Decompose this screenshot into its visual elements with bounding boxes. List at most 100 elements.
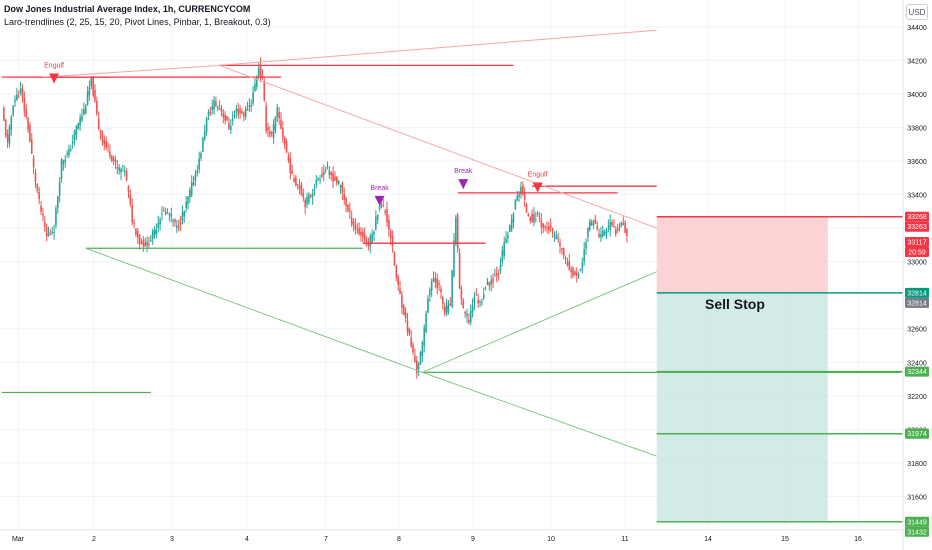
candle-body xyxy=(127,185,130,193)
candle-body xyxy=(345,198,347,207)
candle-body xyxy=(71,141,74,144)
candle-body xyxy=(36,183,39,192)
candles xyxy=(3,57,628,379)
candle-body xyxy=(123,170,126,172)
trendline-trend-upper[interactable] xyxy=(42,29,657,78)
candle-body xyxy=(598,233,600,238)
y-tick-label: 33400 xyxy=(907,193,927,200)
candle-body xyxy=(326,167,329,169)
candle-body xyxy=(194,173,197,181)
candle-body xyxy=(295,177,297,186)
price-label-bg xyxy=(905,428,929,439)
candle-body xyxy=(432,278,435,281)
break-marker-icon xyxy=(374,195,385,206)
x-tick-label: 11 xyxy=(621,536,628,543)
candle-body xyxy=(159,219,161,224)
candle-body xyxy=(53,231,55,233)
candle-body xyxy=(531,213,533,223)
candle-body xyxy=(600,234,602,238)
candle-body xyxy=(412,344,414,353)
break-marker-icon xyxy=(458,179,469,190)
candle-body xyxy=(29,124,31,142)
candle-body xyxy=(296,184,299,186)
candle-body xyxy=(389,230,392,239)
candle-body xyxy=(386,208,388,223)
candle-body xyxy=(308,194,310,203)
candle-body xyxy=(484,288,487,290)
candle-body xyxy=(114,160,117,162)
break-label: Break xyxy=(454,168,473,175)
candle-body xyxy=(220,109,223,112)
candle-body xyxy=(434,278,437,283)
candle-body xyxy=(414,355,416,363)
candle-body xyxy=(527,213,530,217)
candle-body xyxy=(375,216,377,229)
candle-body xyxy=(116,167,119,169)
candle-body xyxy=(548,226,550,231)
candle-body xyxy=(254,83,256,91)
x-tick-label: 9 xyxy=(471,536,475,543)
candle-body xyxy=(131,205,133,223)
indicator-legend[interactable]: Laro-trendlines (2, 25, 15, 20, Pivot Li… xyxy=(4,17,271,27)
candle-body xyxy=(216,106,219,108)
candle-body xyxy=(406,320,409,332)
candle-body xyxy=(499,264,502,272)
candle-body xyxy=(401,294,403,308)
candle-body xyxy=(330,172,333,176)
candle-body xyxy=(497,273,500,275)
candle-body xyxy=(447,302,450,312)
price-label-bg xyxy=(905,287,929,298)
candle-body xyxy=(151,230,154,240)
candle-body xyxy=(419,351,422,365)
candle-body xyxy=(101,133,104,142)
candle-body xyxy=(231,118,234,121)
candle-body xyxy=(376,215,379,220)
candle-body xyxy=(477,299,479,304)
candle-body xyxy=(49,233,52,235)
candle-body xyxy=(190,182,193,196)
candle-body xyxy=(107,146,109,148)
engulf-label: Engulf xyxy=(44,62,64,69)
candle-body xyxy=(349,209,351,212)
currency-button[interactable]: USD xyxy=(906,4,928,20)
candle-body xyxy=(315,179,318,185)
candle-body xyxy=(252,92,254,104)
candle-body xyxy=(163,209,165,212)
candle-body xyxy=(259,64,262,76)
candle-body xyxy=(185,202,187,209)
candle-body xyxy=(583,249,585,262)
candle-body xyxy=(382,206,385,208)
candle-body xyxy=(436,278,439,288)
candle-body xyxy=(592,223,595,225)
candle-body xyxy=(321,173,323,177)
candle-body xyxy=(352,221,355,226)
candle-body xyxy=(86,91,89,105)
trendline-trend-lower[interactable] xyxy=(85,247,657,457)
candle-body xyxy=(512,213,515,223)
candle-body xyxy=(358,227,360,234)
candle-body xyxy=(585,242,587,249)
candle-body xyxy=(482,294,485,299)
x-tick-label: 16 xyxy=(854,536,862,543)
candle-body xyxy=(479,301,481,303)
candle-body xyxy=(488,282,491,286)
trendline-trend-rising[interactable] xyxy=(422,271,657,373)
candle-body xyxy=(21,88,24,98)
candle-body xyxy=(90,76,93,87)
candle-body xyxy=(148,244,150,246)
candle-body xyxy=(464,311,466,314)
trendline-trend-down[interactable] xyxy=(219,64,657,229)
candle-body xyxy=(200,152,202,159)
candle-body xyxy=(533,214,535,223)
price-label: 31449 xyxy=(907,519,927,526)
candle-body xyxy=(105,141,107,148)
candle-body xyxy=(466,313,468,316)
candle-body xyxy=(300,184,303,196)
candle-body xyxy=(222,113,225,118)
price-label-bg xyxy=(905,247,929,258)
candle-body xyxy=(601,230,604,237)
candle-body xyxy=(58,181,61,196)
candle-body xyxy=(88,87,91,96)
candle-body xyxy=(270,132,273,134)
